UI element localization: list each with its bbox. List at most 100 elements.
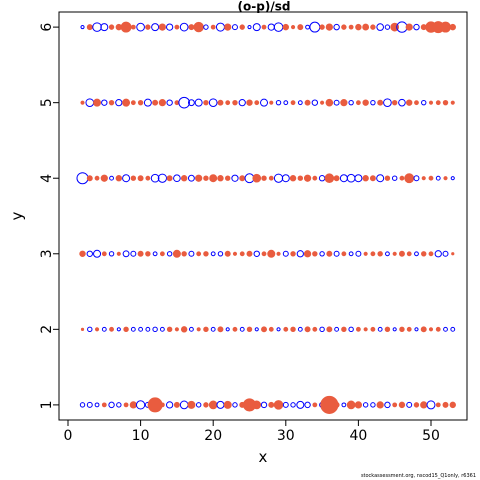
positive-residual	[94, 175, 100, 181]
negative-residual	[348, 326, 354, 333]
positive-residual	[232, 99, 238, 106]
positive-residual	[123, 402, 129, 408]
positive-residual	[217, 326, 224, 333]
positive-residual	[115, 175, 123, 182]
x-axis-label: x	[259, 448, 268, 466]
positive-residual	[435, 100, 441, 106]
negative-residual	[260, 98, 269, 107]
negative-residual	[384, 24, 391, 30]
negative-residual	[247, 25, 252, 30]
positive-residual	[326, 250, 333, 257]
positive-residual	[246, 99, 253, 106]
negative-residual	[93, 249, 102, 258]
positive-residual	[290, 100, 296, 106]
negative-residual	[166, 401, 174, 409]
negative-residual	[281, 174, 290, 183]
positive-residual	[100, 174, 108, 182]
negative-residual	[414, 327, 419, 332]
negative-residual	[130, 326, 136, 332]
y-tick-label: 1	[39, 400, 55, 409]
negative-residual	[159, 326, 165, 332]
positive-residual	[116, 251, 121, 256]
positive-residual	[369, 175, 376, 182]
x-tick-label: 10	[132, 428, 150, 444]
positive-residual	[130, 175, 137, 181]
positive-residual	[225, 175, 231, 181]
negative-residual	[392, 327, 397, 332]
positive-residual	[312, 251, 318, 257]
negative-residual	[413, 23, 420, 31]
y-tick-label: 6	[39, 23, 55, 32]
positive-residual	[391, 99, 398, 106]
negative-residual	[384, 401, 391, 409]
negative-residual	[297, 326, 303, 332]
y-axis-label: y	[8, 211, 26, 220]
positive-residual	[449, 401, 456, 409]
positive-residual	[384, 326, 391, 333]
negative-residual	[166, 23, 174, 31]
negative-residual	[282, 401, 289, 408]
negative-residual	[297, 100, 303, 106]
positive-residual	[303, 250, 312, 258]
positive-residual	[268, 175, 274, 181]
positive-residual	[252, 173, 262, 183]
negative-residual	[215, 22, 225, 32]
positive-residual	[174, 24, 180, 30]
negative-residual	[138, 326, 144, 332]
positive-residual	[304, 99, 311, 106]
positive-residual	[376, 401, 384, 409]
negative-residual	[450, 176, 455, 181]
negative-residual	[225, 327, 230, 332]
positive-residual	[93, 98, 102, 107]
positive-residual	[86, 24, 93, 31]
positive-residual	[196, 251, 202, 257]
positive-residual	[312, 326, 318, 332]
positive-residual	[341, 24, 347, 30]
positive-residual	[108, 99, 115, 106]
positive-residual	[210, 24, 216, 30]
negative-residual	[333, 23, 340, 31]
negative-residual	[216, 400, 225, 409]
positive-residual	[246, 250, 253, 257]
negative-residual	[254, 327, 259, 332]
positive-residual	[297, 24, 304, 31]
positive-residual	[428, 100, 434, 105]
positive-residual	[108, 24, 115, 30]
positive-residual	[120, 21, 132, 33]
positive-residual	[319, 24, 325, 30]
positive-residual	[130, 100, 136, 106]
positive-residual	[442, 401, 449, 408]
positive-residual	[346, 400, 356, 410]
positive-residual	[405, 23, 413, 31]
positive-residual	[398, 250, 405, 257]
negative-residual	[92, 22, 102, 32]
positive-residual	[304, 326, 311, 333]
positive-residual	[173, 401, 180, 408]
positive-residual	[355, 23, 362, 31]
positive-residual	[435, 326, 441, 332]
positive-residual	[254, 100, 260, 106]
positive-residual	[187, 400, 196, 409]
negative-residual	[195, 402, 202, 408]
positive-residual	[159, 251, 165, 257]
negative-residual	[80, 25, 85, 30]
negative-residual	[157, 173, 168, 183]
positive-residual	[283, 326, 289, 332]
positive-residual	[203, 175, 209, 181]
positive-residual	[79, 250, 86, 257]
positive-residual	[196, 327, 201, 332]
positive-residual	[80, 327, 85, 331]
positive-residual	[203, 99, 209, 106]
negative-residual	[421, 99, 427, 106]
negative-residual	[145, 326, 151, 332]
positive-residual	[384, 175, 391, 181]
negative-residual	[173, 174, 181, 183]
positive-residual	[209, 174, 218, 183]
negative-residual	[122, 250, 130, 258]
positive-residual	[451, 252, 455, 256]
positive-residual	[398, 401, 406, 409]
negative-residual	[136, 22, 145, 32]
positive-residual	[145, 251, 151, 257]
positive-residual	[137, 175, 144, 182]
negative-residual	[87, 326, 93, 333]
